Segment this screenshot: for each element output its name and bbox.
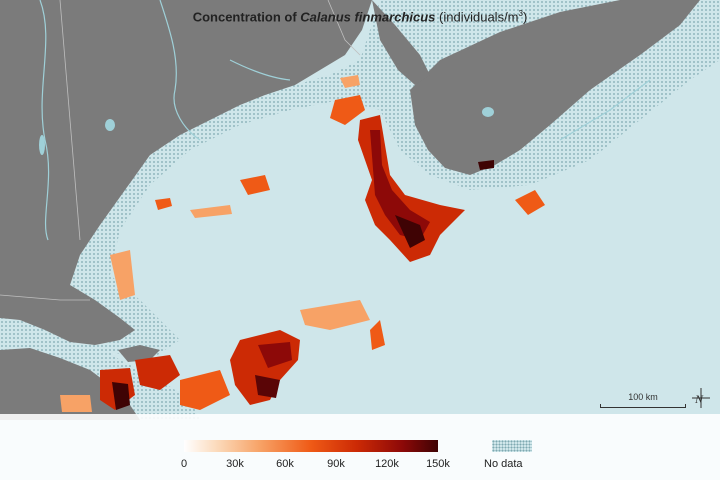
color-scale-tick: 0 <box>180 458 188 470</box>
color-scale-tick: 90k <box>327 458 345 470</box>
legend-title-units-close: ) <box>522 9 528 25</box>
scale-bar: 100 km <box>600 392 686 408</box>
legend-title: Concentration of Calanus finmarchicus (i… <box>0 9 720 24</box>
legend-title-units: (individuals/m <box>439 9 519 25</box>
inland-water <box>39 0 651 241</box>
color-scale-tick: 120k <box>375 458 399 470</box>
no-data-swatch <box>492 440 532 452</box>
no-data-label: No data <box>484 458 523 470</box>
scale-bar-line <box>600 404 686 408</box>
legend-title-prefix: Concentration of <box>192 9 301 25</box>
color-scale-tick: 150k <box>426 458 450 470</box>
lakes <box>39 107 494 155</box>
color-scale-tick: 60k <box>276 458 294 470</box>
scale-bar-label: 100 km <box>628 392 658 402</box>
legend-title-units-sup: 3 <box>518 9 523 18</box>
north-arrow-letter: N <box>694 392 704 406</box>
north-arrow: N <box>690 386 712 410</box>
land <box>0 0 700 420</box>
color-scale-bar <box>184 440 438 452</box>
concentration-patches <box>60 75 545 412</box>
state-borders <box>0 0 361 301</box>
legend-title-species: Calanus finmarchicus <box>300 9 436 25</box>
color-scale-tick: 30k <box>226 458 244 470</box>
north-arrow-icon: N <box>692 388 710 408</box>
